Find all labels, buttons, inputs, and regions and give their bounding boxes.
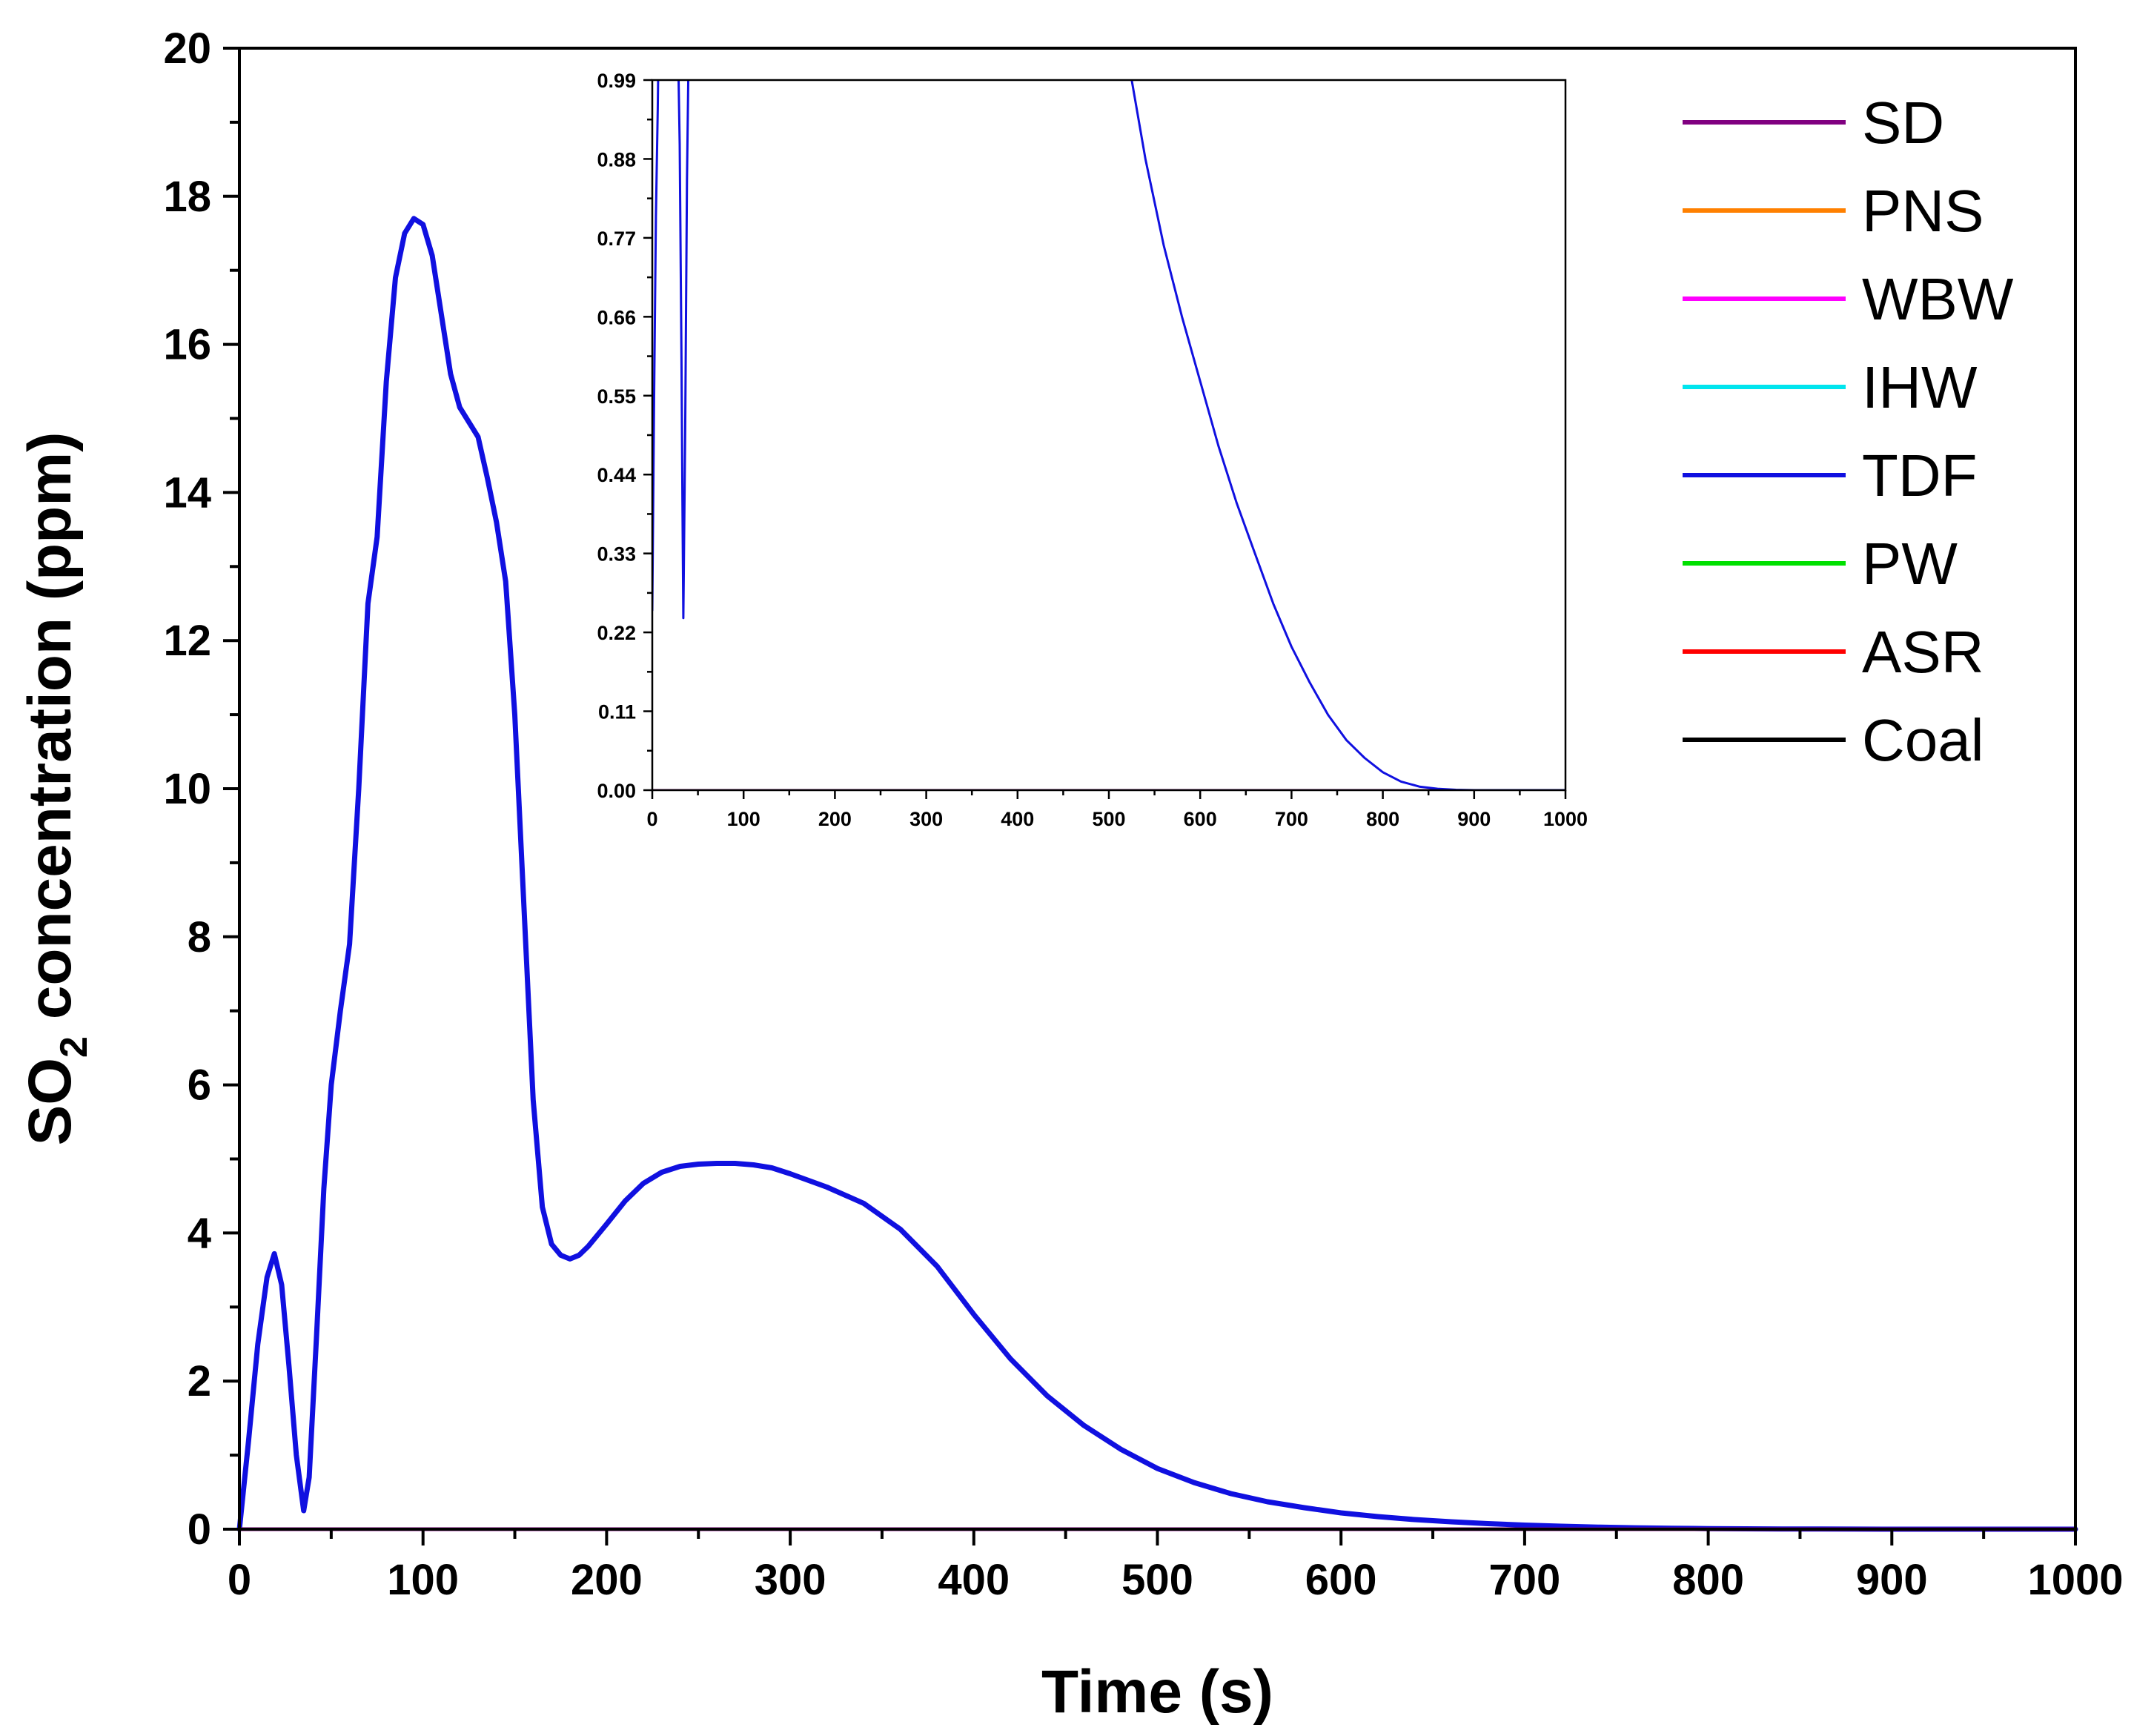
inset-x-tick-label: 800 [1366,808,1399,830]
inset-x-axis: 0 100 200 300 400 500 600 700 800 900 1000 [646,790,1588,830]
main-x-tick-label: 1000 [2027,1556,2123,1604]
inset-y-tick-label: 0.77 [597,228,636,250]
inset-series-group [652,80,1565,790]
main-y-tick-label: 18 [163,173,211,221]
inset-background [652,80,1565,790]
inset-x-tick-label: 1000 [1543,808,1588,830]
main-y-tick-label: 16 [163,321,211,369]
main-x-tick-label: 400 [938,1556,1010,1604]
inset-y-tick-label: 0.99 [597,70,636,92]
main-x-tick-label: 800 [1672,1556,1744,1604]
main-x-tick-label: 900 [1856,1556,1928,1604]
main-y-tick-label: 8 [188,913,211,961]
main-y-tick-label: 2 [188,1357,211,1405]
main-x-tick-label: 700 [1489,1556,1561,1604]
inset-x-tick-label: 600 [1184,808,1217,830]
legend-label-pw: PW [1862,531,1958,597]
inset-y-tick-label: 0.66 [597,306,636,328]
main-x-tick-label: 300 [755,1556,826,1604]
legend-label-sd: SD [1862,90,1944,156]
main-x-axis: 0 100 200 300 400 500 600 700 800 900 1000 [228,1529,2124,1604]
inset-series-tdf-segment [652,80,660,612]
legend-label-asr: ASR [1862,619,1984,685]
legend-label-ihw: IHW [1862,354,1978,420]
main-x-tick-label: 600 [1305,1556,1377,1604]
inset-y-tick-label: 0.88 [597,148,636,170]
main-y-tick-label: 6 [188,1061,211,1110]
main-y-axis: 0 2 4 6 8 10 12 14 16 18 20 [163,24,239,1554]
inset-y-tick-label: 0.33 [597,543,636,566]
main-y-tick-label: 10 [163,765,211,813]
main-x-tick-label: 0 [228,1556,251,1604]
inset-series-tdf-segment [677,80,690,620]
inset-plot: 0 100 200 300 400 500 600 700 800 900 1000 0.00 0.1… [597,70,1588,830]
inset-x-tick-label: 500 [1092,808,1125,830]
inset-x-tick-label: 700 [1275,808,1308,830]
inset-y-tick-label: 0.22 [597,622,636,644]
y-axis-title-subscript: 2 [53,1036,96,1058]
main-x-tick-label: 500 [1121,1556,1193,1604]
inset-y-tick-label: 0.55 [597,385,636,408]
legend-label-tdf: TDF [1862,443,1978,508]
inset-x-tick-label: 900 [1457,808,1491,830]
y-axis-title-rest: concentration (ppm) [16,432,84,1036]
legend: SD PNS WBW IHW TDF PW ASR Coal [1683,90,2014,773]
inset-x-tick-label: 0 [646,808,657,830]
legend-label-coal: Coal [1862,707,1984,773]
main-plot: 0 100 200 300 400 500 600 700 800 900 1000 0246810… [16,24,2124,1726]
main-y-tick-label: 14 [163,468,211,517]
inset-y-tick-label: 0.44 [597,464,636,486]
legend-label-wbw: WBW [1862,266,2014,332]
series-line-tdf [236,216,2078,1532]
inset-x-tick-label: 400 [1001,808,1034,830]
legend-label-pns: PNS [1862,178,1984,244]
main-y-tick-label: 20 [163,24,211,73]
x-axis-title: Time (s) [1041,1658,1273,1726]
y-axis-title-so: SO [16,1058,84,1145]
inset-series-tdf-segment [1130,80,1565,790]
inset-x-tick-label: 200 [818,808,852,830]
main-y-tick-label: 4 [188,1209,211,1257]
inset-y-axis: 0.00 0.11 0.22 0.33 0.44 0.55 0.66 0.77 0.88 0.99 [597,70,652,802]
inset-y-tick-label: 0.11 [598,701,636,723]
inset-x-tick-label: 300 [909,808,943,830]
inset-x-tick-label: 100 [727,808,760,830]
main-x-tick-label: 200 [571,1556,643,1604]
main-x-tick-label: 100 [387,1556,459,1604]
y-axis-title: SO2 concentration (ppm) [16,432,96,1146]
main-y-tick-label: 0 [188,1505,211,1554]
inset-y-tick-label: 0.00 [597,780,636,802]
main-y-tick-label: 12 [163,617,211,665]
